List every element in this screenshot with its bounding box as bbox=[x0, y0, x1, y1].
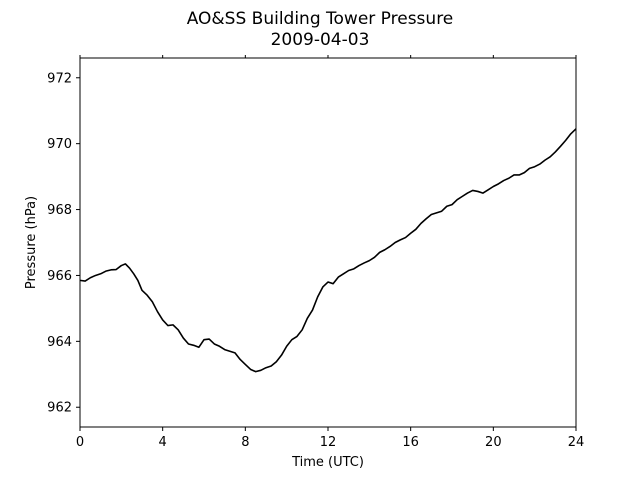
x-tick-label: 20 bbox=[485, 435, 502, 450]
chart-subtitle: 2009-04-03 bbox=[271, 30, 370, 50]
y-tick-label: 966 bbox=[47, 269, 72, 284]
y-axis-label: Pressure (hPa) bbox=[24, 196, 39, 289]
x-tick-label: 4 bbox=[159, 435, 167, 450]
chart-title: AO&SS Building Tower Pressure bbox=[187, 9, 454, 29]
x-tick-label: 16 bbox=[402, 435, 419, 450]
y-tick-label: 964 bbox=[47, 335, 72, 350]
x-tick-label: 8 bbox=[241, 435, 249, 450]
x-axis-label: Time (UTC) bbox=[291, 455, 364, 470]
y-tick-label: 970 bbox=[47, 137, 72, 152]
y-tick-label: 972 bbox=[47, 71, 72, 86]
x-tick-label: 12 bbox=[320, 435, 337, 450]
x-tick-label: 24 bbox=[568, 435, 585, 450]
y-axis-ticks: 962 964 966 968 970 972 bbox=[47, 71, 80, 416]
plot-frame bbox=[79, 57, 577, 428]
x-axis-ticks: 0 4 8 12 16 20 24 bbox=[76, 55, 584, 450]
y-tick-label: 968 bbox=[47, 203, 72, 218]
x-tick-label: 0 bbox=[76, 435, 84, 450]
y-tick-label: 962 bbox=[47, 401, 72, 416]
series-layer bbox=[79, 128, 577, 373]
pressure-series-line bbox=[79, 128, 577, 373]
